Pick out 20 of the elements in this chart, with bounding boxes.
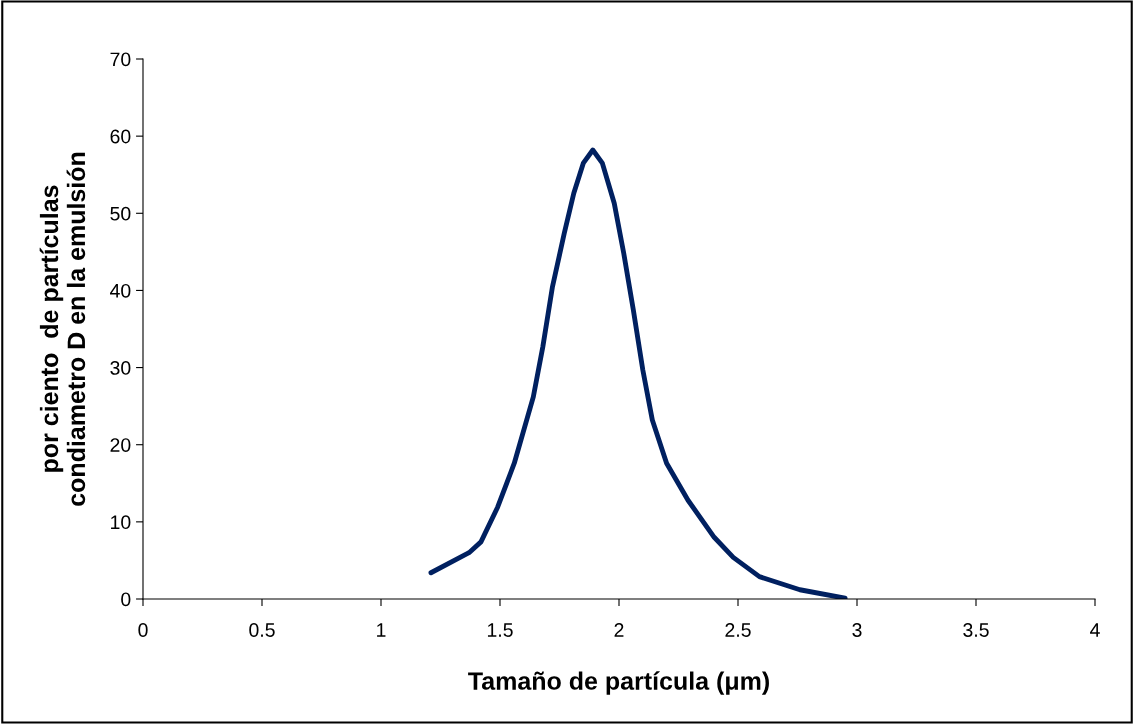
x-axis-title: Tamaño de partícula (μm) — [468, 671, 769, 695]
x-tick-label: 2.5 — [725, 623, 751, 637]
y-tick-label: 50 — [110, 206, 131, 221]
y-tick-label: 70 — [110, 52, 131, 67]
y-tick-label: 60 — [110, 129, 131, 144]
y-tick-label: 40 — [110, 283, 131, 298]
x-tick-label: 0 — [138, 623, 148, 637]
x-tick-label: 3.5 — [963, 623, 989, 637]
y-tick-label: 10 — [111, 515, 131, 530]
x-tick-label: 1 — [377, 623, 386, 637]
x-tick-label: 3 — [852, 623, 862, 637]
y-tick-label: 0 — [121, 592, 131, 607]
x-tick-label: 1.5 — [487, 623, 513, 637]
x-tick-label: 0.5 — [249, 623, 275, 637]
y-axis-title: por ciento de partículas condiametro D en la emulsión — [39, 152, 86, 506]
y-tick-label: 30 — [110, 361, 131, 375]
line-series — [428, 147, 848, 599]
y-tick-label: 20 — [110, 438, 131, 452]
x-tick-label: 2 — [614, 623, 624, 637]
x-tick-label: 4 — [1090, 623, 1100, 637]
